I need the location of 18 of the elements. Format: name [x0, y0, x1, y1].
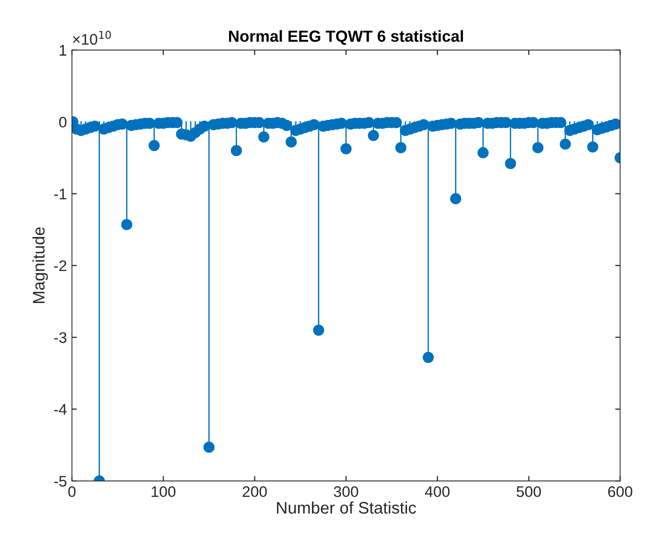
- x-tick-label: 500: [516, 486, 541, 498]
- y-tick-label: 1: [60, 45, 66, 56]
- x-tick-label: 400: [425, 486, 450, 498]
- y-axis-title: Magnitude: [32, 227, 48, 304]
- y-tick-label: -5: [54, 476, 66, 487]
- x-tick-label: 100: [152, 486, 176, 498]
- x-tick-label: 0: [68, 486, 76, 498]
- x-tick-label: 600: [608, 486, 632, 498]
- text: ×10$^{10}$: [72, 30, 111, 45]
- y-tick-label: 0: [59, 116, 66, 128]
- y-tick-label: -2: [54, 260, 66, 272]
- y-tick-label: -4: [54, 404, 67, 415]
- x-axis-title: Number of Statistic: [277, 501, 416, 514]
- y-tick-label: -1: [54, 188, 66, 200]
- x-tick-label: 200: [242, 486, 267, 498]
- x-tick-label: 300: [334, 486, 358, 498]
- chart-title: Normal EEG TQWT 6 statistical: [229, 30, 463, 45]
- y-tick-label: -3: [54, 332, 66, 344]
